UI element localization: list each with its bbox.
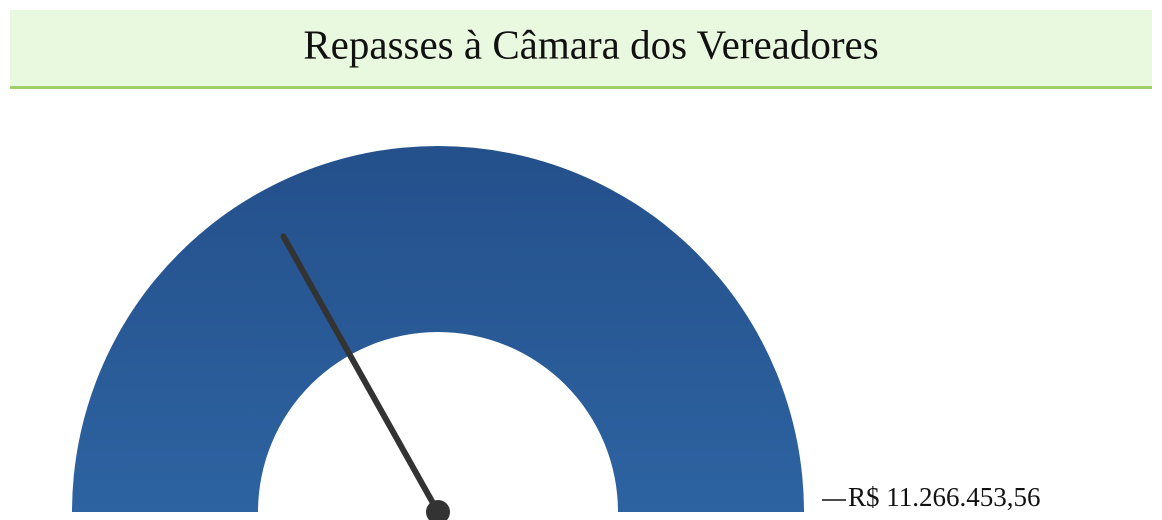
title-rule	[10, 86, 1152, 89]
chart-title: Repasses à Câmara dos Vereadores	[303, 21, 878, 67]
gauge-band	[72, 146, 804, 512]
needle-hub	[426, 500, 450, 520]
tick-label: R$ 11.266.453,56	[848, 482, 1041, 512]
needle	[280, 233, 441, 515]
title-band	[10, 10, 1152, 87]
